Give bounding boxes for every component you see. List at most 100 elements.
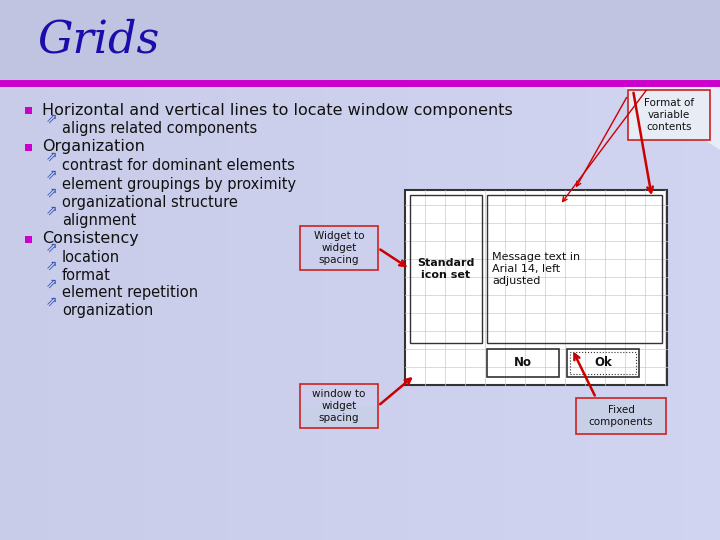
Bar — [60, 0, 73, 540]
Bar — [0, 0, 13, 540]
Text: ⇗: ⇗ — [46, 241, 58, 255]
Bar — [252, 0, 265, 540]
Bar — [570, 352, 636, 374]
Bar — [588, 0, 601, 540]
Bar — [96, 0, 109, 540]
Bar — [708, 0, 720, 540]
Bar — [576, 0, 589, 540]
Bar — [660, 0, 673, 540]
Bar — [120, 0, 133, 540]
Bar — [504, 0, 517, 540]
Text: ⇗: ⇗ — [46, 295, 58, 309]
Bar — [487, 349, 559, 377]
Bar — [372, 0, 385, 540]
Text: Message text in
Arial 14, left
adjusted: Message text in Arial 14, left adjusted — [492, 252, 580, 286]
Bar — [24, 106, 32, 113]
Bar — [405, 190, 667, 385]
Bar — [628, 90, 710, 140]
Bar — [396, 0, 409, 540]
Bar — [636, 0, 649, 540]
Bar — [552, 0, 565, 540]
Text: ⇗: ⇗ — [46, 259, 58, 273]
Bar — [84, 0, 97, 540]
Text: organizational structure: organizational structure — [62, 194, 238, 210]
Text: ⇗: ⇗ — [46, 204, 58, 218]
Bar — [444, 0, 457, 540]
Bar — [300, 0, 313, 540]
Bar — [324, 0, 337, 540]
Bar — [516, 0, 529, 540]
Bar — [410, 195, 482, 343]
Bar — [540, 0, 553, 540]
Bar — [528, 0, 541, 540]
Bar — [468, 0, 481, 540]
Bar — [487, 195, 662, 343]
Bar — [360, 0, 373, 540]
Bar — [24, 235, 32, 242]
Text: Format of
variable
contents: Format of variable contents — [644, 98, 694, 132]
Bar — [240, 0, 253, 540]
Bar — [276, 0, 289, 540]
Bar — [408, 0, 421, 540]
Bar — [576, 398, 666, 434]
Bar — [384, 0, 397, 540]
Text: Ok: Ok — [594, 356, 612, 369]
Bar — [168, 0, 181, 540]
Bar — [48, 0, 61, 540]
Bar — [288, 0, 301, 540]
Bar — [312, 0, 325, 540]
Text: aligns related components: aligns related components — [62, 120, 257, 136]
Text: element groupings by proximity: element groupings by proximity — [62, 177, 296, 192]
Bar — [156, 0, 169, 540]
Bar — [648, 0, 661, 540]
Bar — [624, 0, 637, 540]
Bar — [696, 0, 709, 540]
Bar — [180, 0, 193, 540]
Bar — [576, 398, 666, 434]
Text: organization: organization — [62, 303, 153, 319]
Bar — [192, 0, 205, 540]
Bar — [672, 0, 685, 540]
Text: contrast for dominant elements: contrast for dominant elements — [62, 159, 295, 173]
Text: location: location — [62, 249, 120, 265]
Bar — [336, 0, 349, 540]
Text: Grids: Grids — [38, 18, 161, 62]
Text: ⇗: ⇗ — [46, 112, 58, 126]
Bar — [300, 226, 378, 270]
Bar — [600, 0, 613, 540]
Bar — [228, 0, 241, 540]
Text: format: format — [62, 267, 111, 282]
Text: Fixed
components: Fixed components — [589, 405, 653, 427]
Bar — [432, 0, 445, 540]
Text: ⇗: ⇗ — [46, 150, 58, 164]
Bar — [492, 0, 505, 540]
Text: window to
widget
spacing: window to widget spacing — [312, 389, 366, 423]
Text: Horizontal and vertical lines to locate window components: Horizontal and vertical lines to locate … — [42, 103, 513, 118]
Bar — [564, 0, 577, 540]
Text: alignment: alignment — [62, 213, 136, 227]
Bar — [264, 0, 277, 540]
Text: element repetition: element repetition — [62, 286, 198, 300]
Bar — [480, 0, 493, 540]
Bar — [108, 0, 121, 540]
Bar — [36, 0, 49, 540]
Text: Organization: Organization — [42, 139, 145, 154]
Bar — [420, 0, 433, 540]
Bar — [132, 0, 145, 540]
Bar — [612, 0, 625, 540]
Text: Standard
icon set: Standard icon set — [418, 258, 474, 280]
Text: ⇗: ⇗ — [46, 277, 58, 291]
Bar — [684, 0, 697, 540]
Bar — [204, 0, 217, 540]
Polygon shape — [490, 0, 720, 150]
Text: Widget to
widget
spacing: Widget to widget spacing — [314, 232, 364, 265]
Bar — [348, 0, 361, 540]
Text: Consistency: Consistency — [42, 232, 139, 246]
Bar — [567, 349, 639, 377]
Bar — [24, 0, 37, 540]
Text: No: No — [514, 356, 532, 369]
Bar — [300, 406, 378, 428]
Bar — [72, 0, 85, 540]
Bar — [216, 0, 229, 540]
Bar — [144, 0, 157, 540]
